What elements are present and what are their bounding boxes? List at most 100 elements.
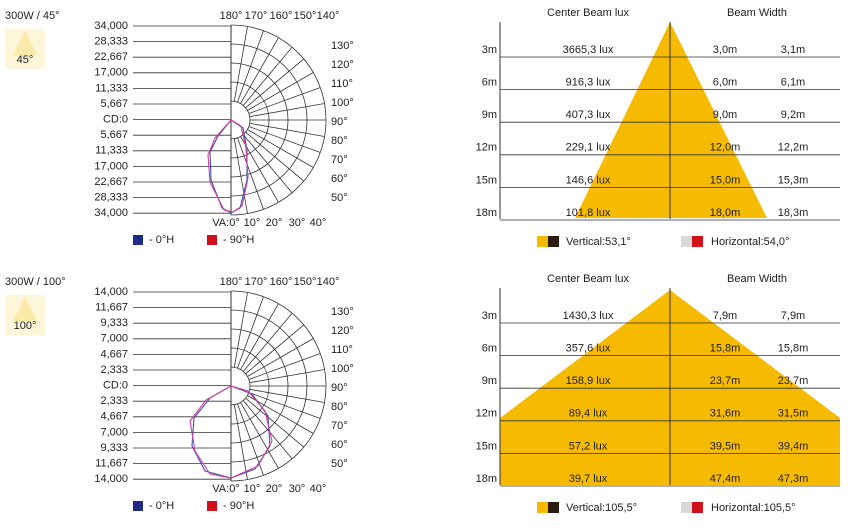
row-width-v: 47,4m [710, 473, 741, 485]
row-width-v: 15,8m [710, 343, 741, 355]
radial [233, 404, 248, 480]
cd-label: 11,667 [95, 302, 128, 314]
row-distance: 9m [482, 375, 497, 387]
legend-swatch [133, 501, 143, 511]
radial [242, 134, 293, 194]
legend-label: - 0°H [149, 234, 174, 246]
radial [249, 103, 325, 118]
angle-label: 150° [294, 276, 317, 288]
row-lux: 39,7 lux [569, 473, 608, 485]
radial [237, 137, 264, 210]
angle-label: 180° [220, 10, 243, 22]
panel-title: 300W / 45° [5, 10, 60, 22]
radial [245, 131, 305, 182]
cd-label: 5,667 [100, 129, 128, 141]
beam-swatch [692, 502, 703, 513]
cd-label: 14,000 [94, 473, 128, 485]
row-width-v: 39,5m [710, 440, 741, 452]
legend-label: - 0°H [149, 500, 174, 512]
radial [247, 129, 314, 168]
cd-label: 17,000 [94, 67, 128, 79]
angle-label: 70° [331, 420, 348, 432]
radial [248, 126, 321, 153]
row-width-h: 47,3m [778, 473, 809, 485]
intensity-curve [189, 385, 273, 479]
cd-label: 9,333 [100, 317, 128, 329]
legend-label: - 90°H [223, 234, 254, 246]
angle-label: 60° [331, 439, 348, 451]
angle-label: 80° [331, 401, 348, 413]
angle-label: VA:0° [212, 217, 239, 229]
legend-label: - 90°H [223, 500, 254, 512]
row-lux: 357,6 lux [566, 343, 611, 355]
angle-label: 140° [317, 10, 340, 22]
cd-label: 28,333 [94, 36, 128, 48]
badge-cone [13, 31, 37, 55]
row-width-h: 9,2m [781, 109, 805, 121]
arc [230, 100, 251, 140]
angle-label: 170° [245, 276, 268, 288]
row-distance: 15m [476, 440, 497, 452]
radial [240, 303, 279, 370]
angle-label: 40° [310, 483, 327, 495]
cd-label: 9,333 [100, 442, 128, 454]
radial [249, 388, 325, 403]
angle-label: 110° [331, 78, 353, 90]
angle-label: 70° [331, 154, 348, 166]
radial [242, 312, 293, 372]
angle-label: 90° [331, 116, 348, 128]
badge-label: 100° [14, 320, 37, 332]
cd-label: 2,333 [100, 395, 128, 407]
radial [247, 72, 314, 111]
angle-label: 120° [331, 325, 354, 337]
radial [233, 292, 248, 368]
radial [249, 122, 325, 137]
radial [242, 46, 293, 106]
row-width-v: 12,0m [710, 142, 741, 154]
cd-label: 4,667 [100, 348, 128, 360]
beam-legend: Horizontal:105,5° [711, 502, 796, 514]
row-distance: 12m [476, 408, 497, 420]
cd-label: 34,000 [94, 20, 128, 32]
cd-label: CD:0 [103, 114, 128, 126]
row-width-h: 18,3m [778, 207, 809, 219]
radial [237, 403, 264, 476]
beam-swatch [548, 502, 559, 513]
legend-swatch [207, 501, 217, 511]
radial [247, 338, 314, 377]
angle-label: 130° [331, 40, 354, 52]
angle-label: 160° [270, 276, 293, 288]
cd-label: 22,667 [94, 176, 128, 188]
cd-label: 2,333 [100, 364, 128, 376]
row-width-h: 6,1m [781, 77, 805, 89]
beam-swatch [537, 502, 548, 513]
row-distance: 9m [482, 109, 497, 121]
angle-label: 180° [220, 276, 243, 288]
row-distance: 3m [482, 44, 497, 56]
radial [249, 369, 325, 384]
radial [240, 37, 279, 104]
beam-legend: Vertical:105,5° [566, 502, 637, 514]
row-width-h: 7,9m [781, 310, 805, 322]
row-width-v: 7,9m [713, 310, 737, 322]
radial [237, 296, 264, 369]
beam-legend: Vertical:53,1° [566, 236, 631, 248]
radial [248, 87, 321, 114]
radial [237, 30, 264, 103]
row-lux: 57,2 lux [569, 440, 608, 452]
row-width-v: 31,6m [710, 408, 741, 420]
arc [230, 366, 251, 406]
angle-label: 140° [317, 276, 340, 288]
intensity-curve [207, 119, 249, 213]
angle-label: 100° [331, 97, 354, 109]
angle-label: 150° [294, 10, 317, 22]
row-lux: 407,3 lux [566, 109, 611, 121]
beam-swatch [681, 236, 692, 247]
row-width-h: 39,4m [778, 440, 809, 452]
row-distance: 6m [482, 343, 497, 355]
radial [242, 400, 293, 460]
cd-label: 11,333 [95, 145, 128, 157]
cd-label: 5,667 [100, 98, 128, 110]
row-width-h: 12,2m [778, 142, 809, 154]
